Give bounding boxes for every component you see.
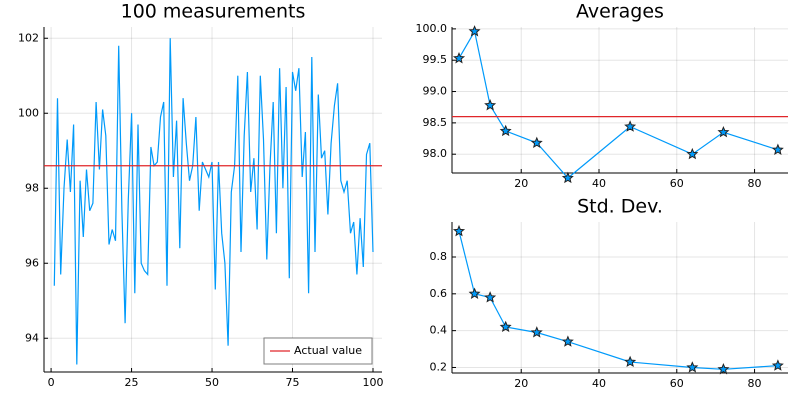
- series-line: [458, 231, 778, 370]
- y-tick-label: 100: [18, 106, 39, 119]
- x-tick-label: 60: [670, 177, 684, 190]
- marker: [530, 136, 543, 149]
- x-tick-label: 80: [748, 177, 762, 190]
- y-tick-label: 0.6: [430, 287, 448, 300]
- y-tick-label: 99.0: [423, 85, 448, 98]
- x-tick-label: 50: [205, 376, 219, 389]
- marker: [452, 224, 466, 237]
- x-tick-label: 40: [592, 377, 606, 390]
- chart-title: Std. Dev.: [577, 196, 663, 218]
- y-tick-label: 96: [25, 256, 39, 269]
- y-tick-label: 98.5: [423, 116, 448, 129]
- marker: [499, 320, 512, 333]
- marker: [484, 291, 497, 303]
- series-line: [53, 38, 374, 365]
- y-tick-label: 100.0: [416, 22, 448, 35]
- y-tick-label: 94: [25, 331, 39, 344]
- marker: [686, 147, 699, 160]
- marker: [468, 287, 481, 299]
- y-tick-label: 0.8: [430, 250, 448, 263]
- marker: [499, 124, 512, 137]
- marker: [468, 25, 481, 37]
- chart-title: 100 measurements: [121, 1, 306, 23]
- y-tick-label: 0.4: [430, 324, 448, 337]
- y-tick-label: 98.0: [423, 147, 448, 160]
- series-line: [458, 29, 779, 179]
- marker: [530, 326, 543, 338]
- marker: [771, 143, 784, 155]
- marker: [484, 98, 497, 111]
- y-tick-label: 102: [18, 31, 39, 44]
- x-tick-label: 80: [748, 377, 762, 390]
- x-tick-label: 60: [670, 377, 684, 390]
- legend-label: Actual value: [294, 344, 362, 357]
- marker: [717, 363, 730, 375]
- marker: [561, 171, 574, 184]
- marker: [561, 335, 574, 347]
- y-tick-label: 99.5: [423, 53, 448, 66]
- y-tick-label: 0.2: [430, 360, 448, 373]
- x-tick-label: 20: [514, 377, 528, 390]
- x-tick-label: 0: [48, 376, 55, 389]
- x-tick-label: 100: [362, 376, 383, 389]
- marker: [624, 120, 637, 132]
- marker: [624, 355, 637, 368]
- marker: [686, 361, 699, 373]
- marker: [771, 359, 784, 371]
- chart-title: Averages: [576, 1, 664, 23]
- x-tick-label: 40: [592, 177, 606, 190]
- y-tick-label: 98: [25, 181, 39, 194]
- x-tick-label: 25: [125, 376, 139, 389]
- x-tick-label: 20: [514, 177, 528, 190]
- marker: [452, 51, 466, 64]
- x-tick-label: 75: [286, 376, 300, 389]
- marker: [717, 126, 730, 138]
